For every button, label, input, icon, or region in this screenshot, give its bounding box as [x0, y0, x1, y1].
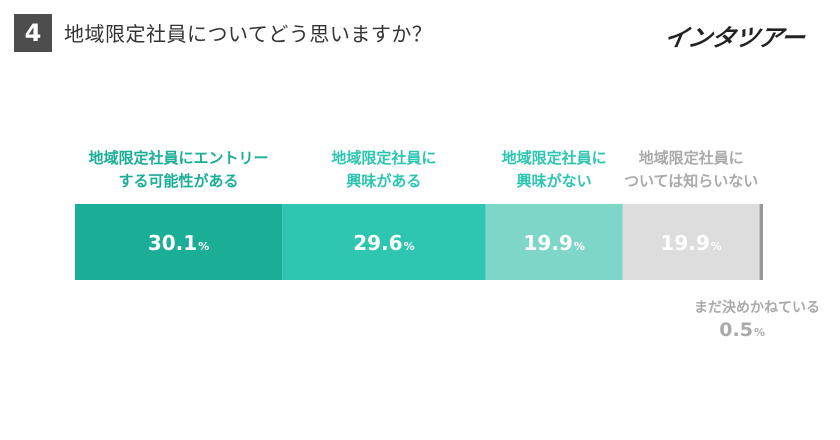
callout-label-undecided: まだ決めかねている: [694, 300, 820, 316]
bar-segment-4: [622, 204, 760, 280]
bar-segment-1: [75, 204, 283, 280]
question-number-badge: 4: [14, 14, 52, 52]
bar-segment-2: [282, 204, 486, 280]
callout-value-undecided: 0.5%: [719, 319, 765, 341]
bar-value-label-2: 29.6%: [353, 231, 414, 255]
question-title: 地域限定社員についてどう思いますか？: [64, 22, 433, 46]
category-label-3: 地域限定社員に 興味がない: [501, 149, 607, 190]
bar-value-label-4: 19.9%: [660, 231, 721, 255]
bar-segment-5: [759, 204, 763, 280]
category-label-4: 地域限定社員に ついては知らいない: [623, 149, 759, 190]
category-label-1: 地域限定社員にエントリー する可能性がある: [88, 149, 269, 190]
bar-segment-3: [485, 204, 623, 280]
bar-value-label-3: 19.9%: [523, 231, 584, 255]
bar-value-label-1: 30.1%: [148, 231, 209, 255]
category-label-2: 地域限定社員に 興味がある: [331, 149, 437, 190]
